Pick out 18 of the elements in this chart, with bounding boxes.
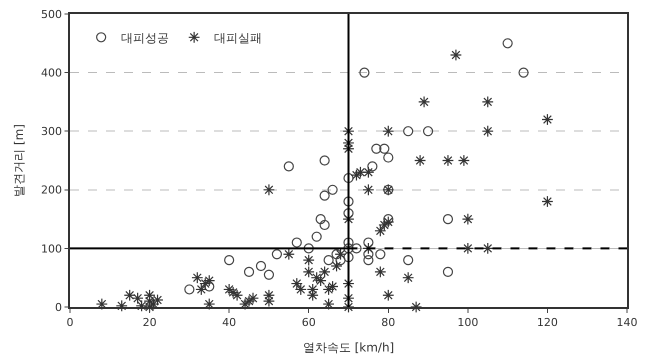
- y-tick-label: 500: [41, 8, 62, 21]
- x-tick-label: 40: [222, 316, 236, 329]
- x-axis-title: 열차속도 [km/h]: [302, 340, 394, 354]
- x-tick-label: 60: [302, 316, 316, 329]
- x-tick-label: 120: [536, 316, 558, 329]
- y-tick-label: 400: [41, 66, 62, 80]
- x-tick-label: 140: [616, 316, 638, 329]
- x-tick-label: 100: [457, 316, 478, 329]
- x-tick-label: 0: [66, 316, 74, 329]
- y-axis-title: 발견거리 [m]: [12, 124, 26, 197]
- y-tick-label: 300: [41, 125, 62, 138]
- y-tick-label: 200: [41, 184, 62, 197]
- y-tick-label: 0: [55, 300, 62, 314]
- legend-label: 대피성공: [121, 30, 170, 45]
- x-tick-label: 80: [381, 316, 396, 329]
- x-tick-label: 20: [142, 316, 157, 329]
- y-tick-label: 100: [41, 242, 62, 256]
- legend-label: 대피실패: [214, 30, 262, 45]
